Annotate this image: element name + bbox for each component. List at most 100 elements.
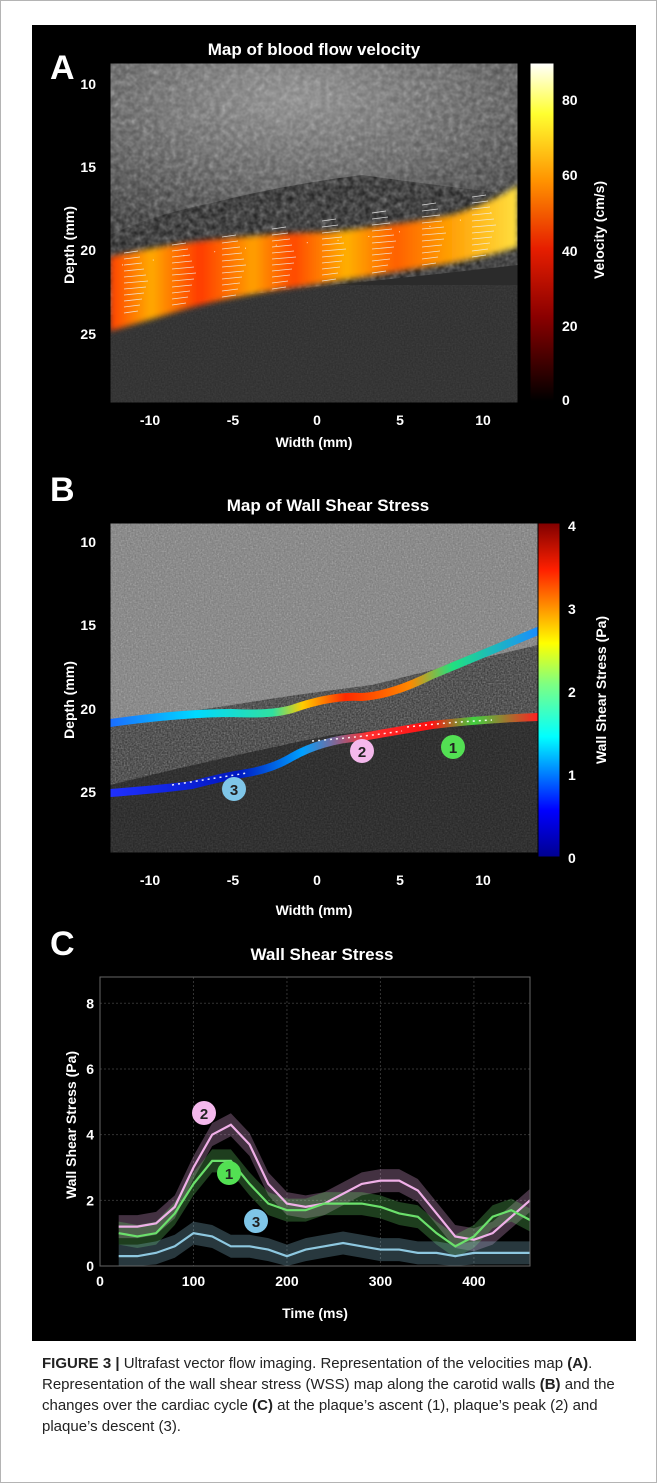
- panel-b-title: Map of Wall Shear Stress: [227, 496, 429, 515]
- velocity-arrow: [371, 252, 393, 256]
- velocity-colorbar-ticks: 80 60 40 20 0: [562, 92, 578, 408]
- series-line-3: [118, 1231, 530, 1258]
- colorbar-tick: 4: [568, 518, 576, 534]
- velocity-arrow: [271, 226, 287, 230]
- panel-a-ytick: 25: [80, 326, 96, 342]
- panel-a-title: Map of blood flow velocity: [208, 40, 421, 59]
- series-band-2: [118, 1113, 531, 1252]
- panel-a-yticks: 10 15 20 25: [80, 76, 96, 342]
- caption-text: and the changes over the cardiac cycle: [42, 1376, 615, 1414]
- caption-text: Ultrafast vector flow imaging. Represent…: [119, 1355, 568, 1372]
- velocity-arrow: [371, 240, 397, 244]
- panel-a-ylabel: Depth (mm): [61, 206, 77, 284]
- colorbar-tick: 3: [568, 601, 576, 617]
- velocity-arrow: [371, 246, 395, 250]
- velocity-arrow: [421, 250, 441, 254]
- wss-colorbar-ticks: 4 3 2 1 0: [568, 518, 576, 866]
- velocity-arrow: [421, 220, 443, 224]
- panel-a-xtick: -5: [227, 412, 240, 428]
- wss-marker-2: [350, 739, 374, 763]
- panel-c-xtick: 400: [462, 1273, 486, 1289]
- velocity-arrow: [171, 248, 189, 252]
- series-marker-2: [192, 1101, 216, 1125]
- velocity-arrow: [123, 280, 149, 284]
- panel-b-yticks: 10 15 20 25: [80, 534, 96, 800]
- panel-c-xlabel: Time (ms): [282, 1305, 348, 1321]
- panel-c: C Wall Shear Stress 0 2 4 6 8 Wall Shear…: [50, 925, 531, 1321]
- velocity-arrow: [321, 236, 343, 240]
- velocity-arrow: [221, 288, 239, 292]
- panel-b-xtick: -10: [140, 872, 160, 888]
- colorbar-tick: 1: [568, 767, 576, 783]
- panel-c-ytick: 4: [86, 1127, 94, 1143]
- wss-marker-1: [441, 735, 465, 759]
- panel-a-xtick: 10: [475, 412, 491, 428]
- velocity-arrow: [171, 278, 195, 282]
- colorbar-tick: 60: [562, 167, 578, 183]
- colorbar-tick: 40: [562, 243, 578, 259]
- velocity-arrow: [321, 218, 337, 222]
- velocity-arrow: [123, 274, 147, 278]
- panel-a-xtick: -10: [140, 412, 160, 428]
- panel-b-xtick: -5: [227, 872, 240, 888]
- velocity-arrow: [421, 232, 447, 236]
- panel-c-xtick: 0: [96, 1273, 104, 1289]
- velocity-arrow: [123, 262, 143, 266]
- panel-a-xticks: -10 -5 0 5 10: [140, 412, 491, 428]
- colorbar-tick: 0: [568, 850, 576, 866]
- velocity-arrow: [371, 222, 391, 226]
- velocity-arrow: [421, 214, 441, 218]
- velocity-colorbar-label: Velocity (cm/s): [591, 181, 607, 279]
- panel-b-ytick: 10: [80, 534, 96, 550]
- velocity-arrow: [321, 278, 337, 282]
- velocity-arrow: [421, 226, 445, 230]
- velocity-arrow: [471, 194, 487, 198]
- velocity-arrow: [271, 286, 287, 290]
- panel-b-xlabel: Width (mm): [276, 902, 353, 918]
- panel-c-xtick: 200: [275, 1273, 299, 1289]
- colorbar-tick: 20: [562, 318, 578, 334]
- panel-b-ytick: 15: [80, 617, 96, 633]
- velocity-arrow: [471, 236, 493, 240]
- panel-c-markers: 2 1 3: [192, 1101, 268, 1233]
- velocity-arrow: [221, 294, 237, 298]
- panel-c-xtick: 100: [182, 1273, 206, 1289]
- velocity-arrow: [221, 258, 245, 262]
- velocity-arrow: [371, 216, 389, 220]
- svg-text:2: 2: [358, 744, 366, 761]
- svg-text:1: 1: [449, 740, 457, 757]
- velocity-arrow: [371, 210, 387, 214]
- velocity-arrow: [421, 202, 437, 206]
- velocity-arrow: [123, 304, 141, 308]
- velocity-arrow: [123, 292, 145, 296]
- panel-b-letter: B: [50, 471, 75, 509]
- velocity-arrow: [471, 200, 489, 204]
- velocity-arrow: [371, 258, 391, 262]
- velocity-arrow: [221, 246, 241, 250]
- svg-text:3: 3: [230, 782, 238, 799]
- panel-b-ytick: 20: [80, 701, 96, 717]
- velocity-arrow: [421, 238, 445, 242]
- colorbar-tick: 2: [568, 684, 576, 700]
- velocity-arrow: [321, 254, 345, 258]
- panel-b: B Map of Wall Shear Stress 1 2: [50, 471, 609, 918]
- velocity-arrow: [421, 262, 437, 266]
- velocity-arrow: [271, 268, 293, 272]
- velocity-arrow: [171, 260, 193, 264]
- lower-wall-wss: [110, 713, 538, 797]
- panel-b-ytick: 25: [80, 784, 96, 800]
- velocity-arrow: [221, 282, 241, 286]
- velocity-arrow: [471, 242, 491, 246]
- panel-b-xtick: 10: [475, 872, 491, 888]
- velocity-arrow: [471, 254, 487, 258]
- velocity-arrow: [271, 280, 289, 284]
- series-marker-1: [217, 1161, 241, 1185]
- panel-c-ytick: 8: [86, 995, 94, 1011]
- colorbar-tick: 0: [562, 392, 570, 408]
- svg-text:3: 3: [252, 1214, 260, 1231]
- velocity-arrow: [123, 286, 147, 290]
- panel-c-xticks: 0 100 200 300 400: [96, 1273, 486, 1289]
- wss-plot-lines: [118, 1123, 531, 1258]
- panel-c-ytick: 6: [86, 1061, 94, 1077]
- panel-c-xtick: 300: [369, 1273, 393, 1289]
